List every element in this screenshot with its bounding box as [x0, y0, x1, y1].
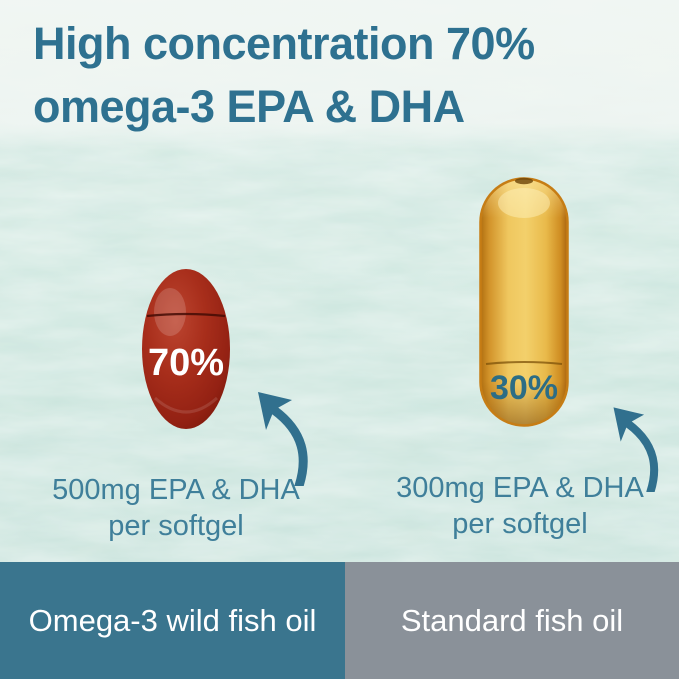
gold-capsule-shine	[498, 188, 550, 218]
gold-capsule-seam	[485, 361, 563, 365]
red-capsule-shine	[154, 288, 186, 336]
comparison-footer-bar: Omega-3 wild fish oil Standard fish oil	[0, 562, 679, 679]
gold-capsule-tip	[515, 177, 533, 185]
arrow-tail	[623, 419, 659, 492]
gold-capsule-shading	[480, 178, 568, 426]
wild-capsule-caption: 500mg EPA & DHA per softgel	[36, 472, 316, 544]
wild-percent-label: 70%	[148, 342, 224, 384]
headline-line-1: High concentration 70%	[33, 18, 535, 69]
wild-caption-dose: 500mg EPA & DHA	[52, 474, 300, 506]
arrow-head	[258, 392, 292, 430]
red-capsule-seam	[146, 312, 226, 318]
arrow-tail	[269, 405, 308, 486]
arrow-to-wild-capsule-icon	[258, 392, 308, 486]
wild-fish-oil-capsule: 70%	[142, 269, 230, 429]
standard-caption-dose: 300mg EPA & DHA	[396, 472, 644, 504]
standard-percent-label: 30%	[490, 369, 558, 407]
red-capsule-body	[142, 269, 230, 429]
standard-capsule-caption: 300mg EPA & DHA per softgel	[380, 470, 660, 542]
standard-caption-unit: per softgel	[452, 508, 588, 540]
footer-standard-fish-oil: Standard fish oil	[345, 562, 679, 679]
footer-standard-label: Standard fish oil	[400, 602, 624, 638]
footer-wild-label: Omega-3 wild fish oil	[28, 602, 317, 638]
arrow-to-standard-capsule-icon	[613, 407, 659, 492]
headline-line-2: omega-3 EPA & DHA	[33, 81, 465, 132]
page-title: High concentration 70% omega-3 EPA & DHA	[33, 12, 535, 138]
red-capsule-bottom-gleam	[153, 396, 219, 414]
footer-wild-fish-oil: Omega-3 wild fish oil	[0, 562, 345, 679]
wild-caption-unit: per softgel	[108, 510, 244, 542]
standard-fish-oil-capsule: 30%	[479, 177, 569, 427]
arrow-head	[613, 407, 645, 442]
